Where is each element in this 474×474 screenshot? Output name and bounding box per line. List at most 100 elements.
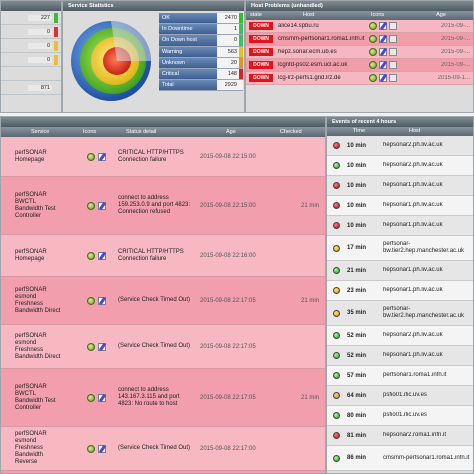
host-link[interactable]: lcgnfd-ps02.esm.ucl.ac.uk [278,62,348,68]
host-problem-row[interactable]: DOWN lcgnfd-ps02.esm.ucl.ac.uk 2015-09-... [246,59,473,72]
status-ok-globe-icon[interactable] [87,296,95,305]
event-row[interactable]: 23 min hepsonar1.ph.liv.ac.uk [327,281,473,301]
host-link[interactable]: alice14.spbu.ru [278,23,319,29]
event-row[interactable]: 10 min hepsonar2.ph.liv.ac.uk [327,156,473,176]
host-stat-row[interactable]: 0 [1,25,61,39]
service-name-link[interactable]: perfSONAR BWCTL Bandwidth Test Controlle… [15,191,56,219]
event-row[interactable]: 35 min perfsonar-bw.tier2.hep.manchester.… [327,301,473,326]
service-stat-row[interactable]: Total 2929 [159,80,243,92]
col-service[interactable]: Service [31,129,50,135]
event-host-link[interactable]: psfio01.ific.uv.es [383,412,427,418]
host-problem-row[interactable]: DOWN alice14.spbu.ru 2015-09-... [246,20,473,33]
service-stat-row[interactable]: OK 2470 [159,13,243,25]
notes-pen-icon[interactable] [98,444,106,453]
status-ok-globe-icon[interactable] [369,48,377,56]
event-host-link[interactable]: hepsonar2.ph.liv.ac.uk [383,332,443,338]
host-problem-row[interactable]: DOWN cmsmm-perfsonar1.roma1.infn.it 2015-0… [246,33,473,46]
notes-pen-icon[interactable] [379,48,387,56]
status-ok-globe-icon[interactable] [87,393,95,402]
service-stat-row[interactable]: Critical 148 [159,68,243,81]
service-stat-row[interactable]: On Down host 0 [159,35,243,47]
col-status-detail[interactable]: Status detail [126,129,157,135]
col-age[interactable]: Age [436,12,446,18]
event-row[interactable]: 52 min hepsonar2.ph.liv.ac.uk [327,326,473,346]
status-ok-globe-icon[interactable] [369,22,377,30]
status-ok-globe-icon[interactable] [87,201,95,210]
graph-icon[interactable] [389,74,397,82]
service-name-link[interactable]: perfSONAR BWCTL Bandwidth Test Controlle… [15,383,56,411]
event-host-link[interactable]: hepsonar1.ph.liv.ac.uk [383,352,443,358]
service-problem-row[interactable]: perfSONAR BWCTL Bandwidth Test Controlle… [1,177,325,235]
event-host-link[interactable]: perfsonar-bw.tier2.hep.manchester.ac.uk [383,241,465,254]
col-checked[interactable]: Checked [280,129,302,135]
graph-icon[interactable] [389,22,397,30]
notes-pen-icon[interactable] [98,296,106,305]
service-problem-row[interactable]: perfSONAR esmond Freshness Bandwidth Dir… [1,277,325,325]
notes-pen-icon[interactable] [379,61,387,69]
service-problem-row[interactable]: perfSONAR esmond Freshness Bandwidth Dir… [1,325,325,369]
service-name-link[interactable]: perfSONAR esmond Freshness Bandwidth Dir… [15,286,61,314]
status-ok-globe-icon[interactable] [87,251,95,260]
event-row[interactable]: 81 min hepsonar2.roma1.infn.it [327,426,473,446]
event-host-link[interactable]: hepsonar1.ph.liv.ac.uk [383,202,443,208]
notes-pen-icon[interactable] [98,393,106,402]
event-row[interactable]: 86 min cmsmm-perfsonar1.roma1.infn.it [327,446,473,471]
col-event-host[interactable]: Host [409,128,421,134]
service-name-link[interactable]: perfSONAR esmond Freshness Bandwidth Dir… [15,332,61,360]
service-problem-row[interactable]: perfSONAR BWCTL Bandwidth Test Controlle… [1,369,325,427]
event-host-link[interactable]: perfsonar1.roma1.infn.it [383,372,447,378]
host-stat-row[interactable]: 0 [1,53,61,67]
graph-icon[interactable] [389,35,397,43]
event-row[interactable]: 10 min hepsonar2.ph.liv.ac.uk [327,136,473,156]
host-problem-row[interactable]: DOWN lcg-lrz-perfs1.grid.lrz.de 2015-09-1.… [246,72,473,85]
event-host-link[interactable]: perfsonar-bw.tier2.hep.manchester.ac.uk [383,306,465,319]
service-problem-row[interactable]: perfSONAR Homepage CRITICAL HTTP/HTTPS Co… [1,235,325,277]
status-ok-globe-icon[interactable] [87,444,95,453]
service-problem-row[interactable]: perfSONAR esmond Freshness Bandwidth Rev… [1,427,325,471]
status-ok-globe-icon[interactable] [87,342,95,351]
event-row[interactable]: 80 min psfio01.ific.uv.es [327,406,473,426]
host-link[interactable]: hepz.sonar.ecm.ub.es [278,49,337,55]
event-host-link[interactable]: psfio01.ific.uv.es [383,392,427,398]
service-problem-row[interactable]: perfSONAR [1,471,325,473]
status-ok-globe-icon[interactable] [87,152,95,161]
event-host-link[interactable]: cmsmm-perfsonar1.roma1.infn.it [383,454,470,461]
service-problem-row[interactable]: perfSONAR Homepage CRITICAL HTTP/HTTPS Co… [1,137,325,177]
notes-pen-icon[interactable] [379,35,387,43]
graph-icon[interactable] [389,61,397,69]
event-host-link[interactable]: hepsonar2.roma1.infn.it [383,432,447,438]
host-link[interactable]: cmsmm-perfsonar1.roma1.infn.it [278,36,365,42]
col-time[interactable]: Time [353,128,366,134]
notes-pen-icon[interactable] [98,201,106,210]
graph-icon[interactable] [389,48,397,56]
event-row[interactable]: 10 min hepsonar1.ph.liv.ac.uk [327,176,473,196]
notes-pen-icon[interactable] [98,251,106,260]
event-host-link[interactable]: hepsonar1.ph.liv.ac.uk [383,182,443,188]
host-link[interactable]: lcg-lrz-perfs1.grid.lrz.de [278,75,341,81]
service-stat-row[interactable]: In Downtime 1 [159,24,243,36]
event-host-link[interactable]: hepsonar1.ph.liv.ac.uk [383,287,443,293]
status-ok-globe-icon[interactable] [369,61,377,69]
service-name-link[interactable]: perfSONAR Homepage [15,248,47,262]
event-host-link[interactable]: hepsonar1.ph.liv.ac.uk [383,267,443,273]
host-stat-row[interactable]: 227 [1,11,61,25]
col-sp-age[interactable]: Age [226,129,236,135]
host-problem-row[interactable]: DOWN hepz.sonar.ecm.ub.es 2015-09-... [246,46,473,59]
event-row[interactable]: 10 min hepsonar1.ph.liv.ac.uk [327,196,473,216]
status-ok-globe-icon[interactable] [369,35,377,43]
notes-pen-icon[interactable] [98,342,106,351]
event-host-link[interactable]: hepsonar2.ph.liv.ac.uk [383,162,443,168]
event-row[interactable]: 64 min psfio01.ific.uv.es [327,386,473,406]
service-stat-row[interactable]: Warning 563 [159,46,243,58]
event-row[interactable]: 10 min hepsonar1.ph.liv.ac.uk [327,216,473,236]
event-host-link[interactable]: hepsonar2.ph.liv.ac.uk [383,142,443,148]
col-state[interactable]: state [250,12,262,18]
status-ok-globe-icon[interactable] [369,74,377,82]
event-row[interactable]: 52 min hepsonar1.ph.liv.ac.uk [327,346,473,366]
notes-pen-icon[interactable] [379,74,387,82]
service-name-link[interactable]: perfSONAR Homepage [15,149,47,163]
service-stat-row[interactable]: Unknown 20 [159,57,243,69]
event-host-link[interactable]: hepsonar1.ph.liv.ac.uk [383,222,443,228]
event-row[interactable]: 21 min hepsonar1.ph.liv.ac.uk [327,261,473,281]
host-stat-row[interactable]: 871 [1,81,61,95]
